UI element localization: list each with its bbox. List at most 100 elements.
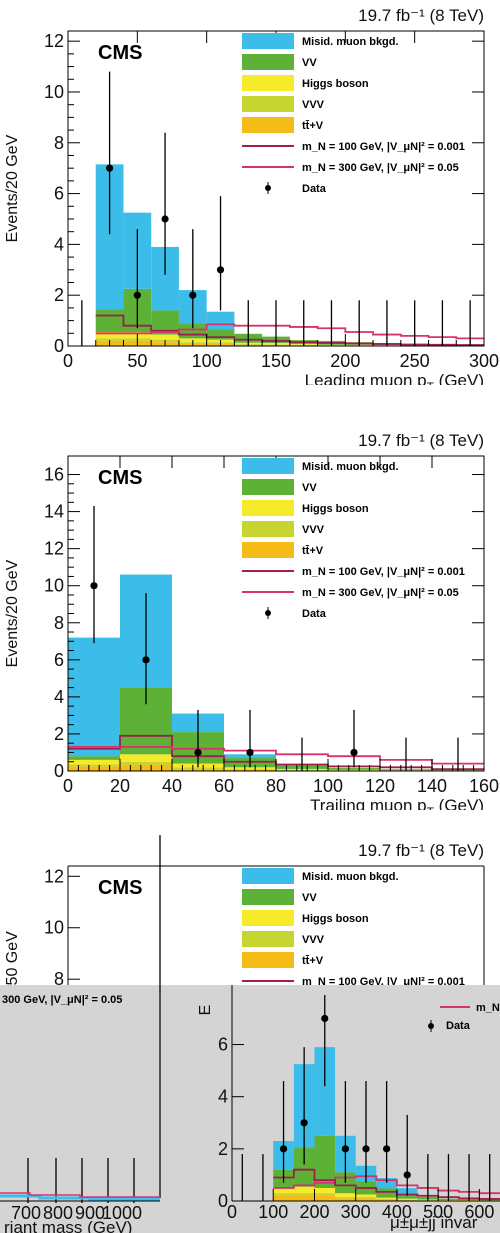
legend-misid-swatch (242, 458, 294, 474)
x-tick-label: 500 (423, 1202, 453, 1222)
legend-ttv-label: tt̄+V (302, 120, 324, 132)
legend-vv-label: VV (302, 482, 317, 494)
y-tick-label: 8 (54, 613, 64, 633)
bar-fragment (0, 1194, 160, 1201)
data-point (246, 748, 254, 757)
y-tick-label: 10 (44, 576, 64, 596)
x-tick-label: 400 (382, 1202, 412, 1222)
y-tick-label: 2 (54, 285, 64, 305)
y-tick-label: 4 (218, 1087, 228, 1107)
legend-higgs-swatch (242, 910, 294, 926)
bar-higgs-boson (376, 1197, 397, 1199)
legend-vvv-swatch (242, 931, 294, 947)
legend-vv-label: VV (302, 57, 317, 69)
bar-vv (95, 309, 124, 333)
legend-fragment-label: 300 GeV, |V_μN|² = 0.05 (2, 994, 122, 1006)
x-tick-label: 700 (11, 1203, 41, 1223)
bar-vvv (396, 1199, 418, 1201)
bar-vv (376, 1188, 397, 1198)
bar-tt-v (314, 1195, 336, 1201)
y-tick-label: 4 (54, 234, 64, 254)
bar-vv (68, 756, 120, 760)
legend-ttv-swatch (242, 117, 294, 133)
x-tick-label: 300 (469, 351, 499, 371)
y-tick-label: 6 (54, 650, 64, 670)
bar-misid-muon-bkgd- (376, 1178, 397, 1189)
bar-higgs-boson (335, 1193, 356, 1198)
y-tick-label: 0 (54, 761, 64, 781)
legend-misid-swatch (242, 868, 294, 884)
legend-data-label: Data (446, 1020, 471, 1032)
bar-tt-v (355, 1198, 377, 1201)
lumi-label: 19.7 fb⁻¹ (8 TeV) (358, 6, 484, 25)
x-tick-label: 300 (341, 1202, 371, 1222)
legend-signal-100-label: m_N = 100 GeV, |V_μN|² = 0.001 (302, 566, 465, 578)
bar-tt-v (376, 1199, 397, 1201)
bar-vv (328, 767, 380, 770)
bar-tt-v (273, 1195, 294, 1201)
y-tick-label: 8 (54, 969, 64, 989)
data-point (194, 748, 202, 757)
bar-vvv (68, 764, 120, 767)
bar-vvv (224, 769, 276, 771)
bar-vvv (335, 1197, 356, 1199)
x-tick-label: 200 (299, 1202, 329, 1222)
bar-vv (206, 329, 235, 340)
y-tick-label: 10 (44, 82, 64, 102)
signal-line-2 (68, 746, 484, 765)
y-tick-label: 6 (54, 184, 64, 204)
x-tick-label: 80 (266, 776, 286, 796)
legend-signal-100-label: m_N = 100 GeV, |V_μN|² = 0.001 (302, 141, 465, 153)
legend-signal-300-label: m_N = 300 GeV, |V_μN|² = 0.05 (302, 162, 459, 174)
lumi-label: 19.7 fb⁻¹ (8 TeV) (358, 841, 484, 860)
bar-tt-v (120, 765, 172, 771)
bar-higgs-boson (355, 1194, 377, 1198)
x-tick-label: 20 (110, 776, 130, 796)
legend-ttv-swatch (242, 952, 294, 968)
legend-data-label: Data (302, 608, 327, 620)
y-tick-label: 14 (44, 502, 64, 522)
legend-ttv-label: tt̄+V (302, 955, 324, 967)
leading-muon-pt-chart: 0 2 4 6 8 10 12 0 50 100 150 200 250 300 19.7 fb⁻¹ (8 … (4, 6, 499, 385)
bar-higgs-boson (396, 1198, 418, 1200)
bar-higgs-boson (120, 754, 172, 762)
legend-vvv-label: VVV (302, 524, 325, 536)
y-tick-label: 6 (218, 1035, 228, 1055)
legend-vvv-label: VVV (302, 99, 325, 111)
bar-misid-muon-bkgd- (206, 311, 235, 330)
data-point (142, 656, 150, 664)
y-tick-label: 12 (44, 539, 64, 559)
legend-vvv-swatch (242, 96, 294, 112)
data-point (321, 1014, 329, 1023)
data-point (350, 748, 358, 757)
bar-tt-v (293, 1195, 315, 1201)
y-axis-title: Events/20 GeV (4, 134, 21, 242)
legend-misid-label: Misid. muon bkgd. (302, 36, 399, 48)
legend-vv-swatch (242, 54, 294, 70)
x-tick-label: 150 (261, 351, 291, 371)
legend-higgs-label: Higgs boson (302, 503, 369, 515)
legend-signal-300-label: m_N = 300 GeV, |V_μN|² = 0.05 (302, 587, 459, 599)
legend-higgs-label: Higgs boson (302, 78, 369, 90)
bar-higgs-boson (224, 767, 276, 770)
x-tick-label: 900 (75, 1203, 105, 1223)
bar-tt-v (172, 769, 224, 771)
y-tick-label: 2 (54, 724, 64, 744)
bar-higgs-boson (273, 1187, 294, 1194)
data-point (189, 291, 197, 299)
x-tick-label: 200 (330, 351, 360, 371)
x-axis-title: riant mass (GeV) (4, 1218, 132, 1233)
bar-tt-v (68, 766, 120, 771)
legend-vv-swatch (242, 479, 294, 495)
data-point (161, 215, 169, 223)
bar-higgs-boson (293, 1186, 315, 1194)
lumi-label: 19.7 fb⁻¹ (8 TeV) (358, 431, 484, 450)
x-tick-label: 800 (43, 1203, 73, 1223)
bar-higgs-boson (328, 769, 380, 771)
legend-vvv-swatch (242, 521, 294, 537)
data-point (341, 1145, 349, 1153)
x-axis-title-fragment: μ±μ±jj invar (390, 1213, 478, 1232)
